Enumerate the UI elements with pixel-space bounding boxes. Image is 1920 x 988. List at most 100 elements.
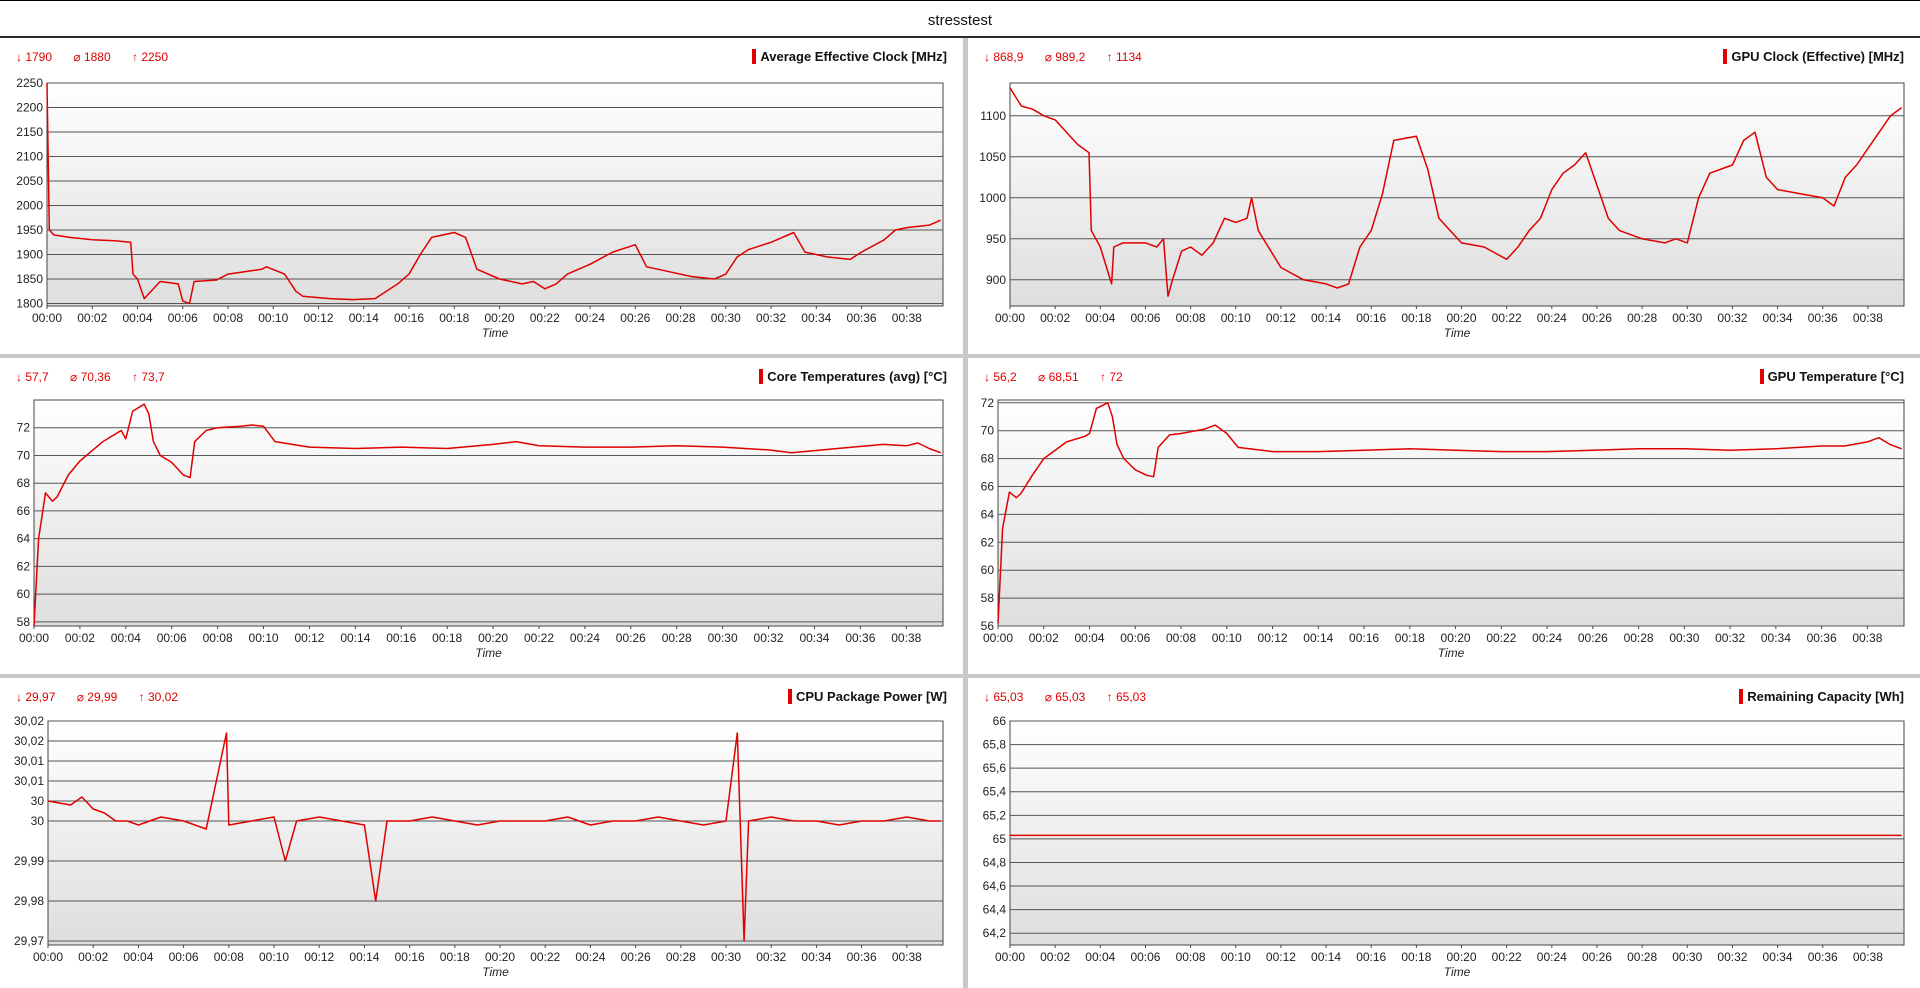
y-tick-label: 1850 bbox=[16, 272, 43, 286]
x-tick-label: 00:14 bbox=[1303, 631, 1333, 645]
y-tick-label: 29,97 bbox=[14, 934, 44, 948]
stat-max: ↑ 73,7 bbox=[131, 370, 165, 384]
y-tick-label: 30,02 bbox=[14, 734, 44, 748]
x-tick-label: 00:12 bbox=[304, 950, 334, 964]
y-tick-label: 29,98 bbox=[14, 894, 44, 908]
x-tick-label: 00:08 bbox=[213, 311, 243, 325]
x-tick-label: 00:20 bbox=[1446, 311, 1476, 325]
x-tick-label: 00:28 bbox=[1624, 631, 1654, 645]
x-tick-label: 00:14 bbox=[1311, 950, 1341, 964]
stat-min: ↓ 868,9 bbox=[984, 50, 1024, 64]
x-tick-label: 00:18 bbox=[432, 631, 462, 645]
y-tick-label: 58 bbox=[981, 591, 995, 605]
stat-avg: ⌀ 65,03 bbox=[1044, 690, 1086, 704]
x-tick-label: 00:06 bbox=[168, 311, 198, 325]
plot-area bbox=[997, 399, 1905, 627]
y-tick-label: 30,01 bbox=[14, 774, 44, 788]
x-tick-label: 00:00 bbox=[19, 631, 49, 645]
stats-readout: ↓ 1790 ⌀ 1880 ↑ 2250 bbox=[16, 50, 186, 64]
y-tick-label: 60 bbox=[981, 563, 995, 577]
stats-readout: ↓ 57,7 ⌀ 70,36 ↑ 73,7 bbox=[16, 370, 183, 384]
x-tick-label: 00:38 bbox=[1853, 311, 1883, 325]
x-tick-label: 00:30 bbox=[1672, 311, 1702, 325]
y-tick-label: 1900 bbox=[16, 248, 43, 262]
stat-avg: ⌀ 29,99 bbox=[76, 690, 118, 704]
y-tick-label: 1050 bbox=[979, 150, 1006, 164]
x-tick-label: 00:24 bbox=[570, 631, 600, 645]
x-tick-label: 00:06 bbox=[1120, 631, 1150, 645]
x-tick-label: 00:14 bbox=[349, 311, 379, 325]
x-tick-label: 00:02 bbox=[65, 631, 95, 645]
y-tick-label: 2050 bbox=[16, 174, 43, 188]
x-tick-label: 00:34 bbox=[1761, 631, 1791, 645]
stat-min: ↓ 57,7 bbox=[16, 370, 49, 384]
y-tick-label: 1100 bbox=[980, 109, 1006, 123]
x-tick-label: 00:04 bbox=[1085, 950, 1115, 964]
x-tick-label: 00:16 bbox=[395, 950, 425, 964]
x-tick-label: 00:22 bbox=[1492, 311, 1522, 325]
chart-svg: 56 58 60 62 64 66 68 70 72 00:00 00:02 00:04 00:06 00… bbox=[981, 396, 1905, 660]
x-tick-label: 00:32 bbox=[1717, 950, 1747, 964]
x-tick-label: 00:04 bbox=[1085, 311, 1115, 325]
chart-svg: 1800 1850 1900 1950 2000 2050 2100 2150 2200 2250… bbox=[16, 76, 944, 340]
x-tick-label: 00:10 bbox=[249, 631, 279, 645]
x-tick-label: 00:36 bbox=[847, 950, 877, 964]
x-tick-label: 00:12 bbox=[1266, 950, 1296, 964]
y-tick-label: 68 bbox=[981, 452, 995, 466]
x-tick-label: 00:38 bbox=[892, 950, 922, 964]
stats-readout: ↓ 56,2 ⌀ 68,51 ↑ 72 bbox=[984, 370, 1141, 384]
x-tick-label: 00:22 bbox=[530, 311, 560, 325]
x-tick-label: 00:18 bbox=[439, 311, 469, 325]
x-tick-label: 00:24 bbox=[1537, 950, 1567, 964]
vertical-divider[interactable] bbox=[963, 38, 968, 988]
y-tick-label: 30,02 bbox=[14, 714, 44, 728]
y-tick-label: 72 bbox=[981, 396, 995, 410]
chart-svg: 900 950 1000 1050 1100 00:00 00:02 00:04 00:06 00… bbox=[979, 82, 1905, 340]
x-tick-label: 00:08 bbox=[1176, 311, 1206, 325]
x-tick-label: 00:12 bbox=[1258, 631, 1288, 645]
chart-svg: 29,97 29,98 29,99 30 30 30,01 30,01 30,02 30,02 0… bbox=[14, 714, 944, 979]
y-tick-label: 64,6 bbox=[983, 879, 1007, 893]
chart-svg: 58 60 62 64 66 68 70 72 00:00 00:02 00:04 00:06 00:0… bbox=[17, 399, 944, 660]
horizontal-divider-2[interactable] bbox=[0, 674, 1920, 678]
plot-area bbox=[1009, 720, 1905, 946]
y-tick-label: 65,2 bbox=[983, 808, 1007, 822]
x-tick-label: 00:04 bbox=[123, 950, 153, 964]
y-tick-label: 65,4 bbox=[983, 785, 1007, 799]
stats-readout: ↓ 29,97 ⌀ 29,99 ↑ 30,02 bbox=[16, 690, 196, 704]
y-tick-label: 70 bbox=[17, 448, 31, 462]
y-tick-label: 66 bbox=[17, 504, 31, 518]
x-tick-label: 00:14 bbox=[340, 631, 370, 645]
x-tick-label: 00:26 bbox=[621, 950, 651, 964]
stat-max: ↑ 72 bbox=[1099, 370, 1123, 384]
x-tick-label: 00:26 bbox=[616, 631, 646, 645]
x-tick-label: 00:24 bbox=[1537, 311, 1567, 325]
x-tick-label: 00:36 bbox=[845, 631, 875, 645]
x-tick-label: 00:08 bbox=[1166, 631, 1196, 645]
x-tick-label: 00:36 bbox=[847, 311, 877, 325]
y-tick-label: 72 bbox=[17, 421, 31, 435]
chart-title: GPU Clock (Effective) [MHz] bbox=[1723, 49, 1904, 64]
x-tick-label: 00:04 bbox=[111, 631, 141, 645]
horizontal-divider-1[interactable] bbox=[0, 354, 1920, 358]
x-tick-label: 00:06 bbox=[1130, 311, 1160, 325]
x-tick-label: 00:26 bbox=[1582, 950, 1612, 964]
y-tick-label: 65 bbox=[993, 832, 1007, 846]
x-tick-label: 00:18 bbox=[1395, 631, 1425, 645]
x-tick-label: 00:32 bbox=[756, 311, 786, 325]
x-tick-label: 00:20 bbox=[478, 631, 508, 645]
x-tick-label: 00:14 bbox=[1311, 311, 1341, 325]
x-tick-label: 00:10 bbox=[258, 311, 288, 325]
y-tick-label: 68 bbox=[17, 476, 31, 490]
stat-avg: ⌀ 68,51 bbox=[1038, 370, 1079, 384]
x-tick-label: 00:30 bbox=[711, 311, 741, 325]
x-tick-label: 00:16 bbox=[386, 631, 416, 645]
panel-core-temperatures: ↓ 57,7 ⌀ 70,36 ↑ 73,7 Core Temperatures … bbox=[0, 358, 963, 674]
x-tick-label: 00:00 bbox=[32, 311, 62, 325]
y-tick-label: 2100 bbox=[16, 150, 43, 164]
x-tick-label: 00:10 bbox=[1212, 631, 1242, 645]
x-tick-label: 00:38 bbox=[892, 311, 922, 325]
x-tick-label: 00:00 bbox=[995, 950, 1025, 964]
y-tick-label: 2250 bbox=[16, 76, 43, 90]
x-tick-label: 00:30 bbox=[1672, 950, 1702, 964]
